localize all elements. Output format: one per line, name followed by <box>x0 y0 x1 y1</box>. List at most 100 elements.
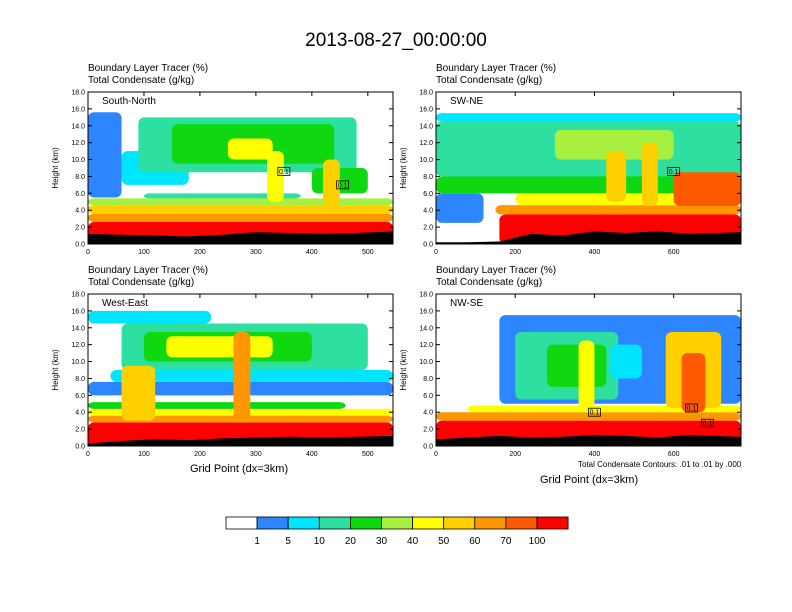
tracer-region <box>681 353 706 413</box>
colorbar-tick-label: 100 <box>528 536 546 547</box>
panel-name: West-East <box>102 298 148 309</box>
x-tick-label: 300 <box>250 451 262 458</box>
figure-title: 2013-08-27_00:00:00 <box>305 30 487 51</box>
y-tick-label: 4.0 <box>423 208 433 215</box>
panel-2-label-line1: Boundary Layer Tracer (%) <box>436 63 557 74</box>
y-tick-label: 2.0 <box>75 225 85 232</box>
panel-4-xlabel: Grid Point (dx=3km) <box>540 474 639 486</box>
y-tick-label: 14.0 <box>419 325 433 332</box>
colorbar-swatch <box>412 516 445 530</box>
panel-3-label: Boundary Layer Tracer (%) Total Condensa… <box>88 265 208 289</box>
plot-body: 0.1 0.1 0.1 <box>436 315 741 446</box>
y-axis-label: Height (km) <box>51 147 60 189</box>
tracer-region <box>233 332 251 421</box>
panel-3-label-line1: Boundary Layer Tracer (%) <box>88 265 209 276</box>
y-axis-label: Height (km) <box>51 349 60 391</box>
colorbar-swatch <box>256 516 289 530</box>
y-tick-label: 4.0 <box>75 208 85 215</box>
panel-1-label-line2: Total Condensate (g/kg) <box>88 75 195 86</box>
colorbar-swatch <box>349 516 382 530</box>
y-tick-label: 10.0 <box>71 359 85 366</box>
contour-label-box <box>336 180 350 190</box>
colorbar <box>225 516 569 530</box>
colorbar-tick-label: 5 <box>285 536 291 547</box>
x-tick-label: 200 <box>509 451 521 458</box>
y-tick-label: 8.0 <box>423 376 433 383</box>
x-tick-label: 300 <box>250 249 262 256</box>
contour-label-box <box>700 418 714 428</box>
panel-4-label: Boundary Layer Tracer (%) Total Condensa… <box>436 265 556 289</box>
tracer-region <box>673 172 741 206</box>
panel-1: 0.1 0.1 0.0 2.0 4.0 6.0 8.0 10.0 12.0 14.0 16.0 18.… <box>51 90 394 256</box>
tracer-region <box>578 340 595 413</box>
x-tick-label: 0 <box>86 451 90 458</box>
y-tick-label: 8.0 <box>75 376 85 383</box>
tracer-region <box>143 193 301 199</box>
x-tick-label: 200 <box>194 249 206 256</box>
x-tick-label: 500 <box>362 451 374 458</box>
panel-4: 0.1 0.1 0.1 0.0 2.0 4.0 6.0 8.0 10.0 12.0 14.0 16.0… <box>399 292 742 458</box>
colorbar-tick-label: 10 <box>313 536 325 547</box>
y-tick-label: 2.0 <box>423 225 433 232</box>
y-tick-label: 6.0 <box>75 393 85 400</box>
y-tick-label: 2.0 <box>423 427 433 434</box>
colorbar-tick-label: 30 <box>375 536 388 547</box>
tracer-region <box>88 310 212 324</box>
tracer-region <box>88 213 393 223</box>
y-tick-label: 8.0 <box>423 174 433 181</box>
tracer-region <box>436 176 741 194</box>
x-tick-label: 200 <box>194 451 206 458</box>
colorbar-swatch <box>443 516 476 530</box>
y-tick-label: 6.0 <box>423 191 433 198</box>
x-tick-label: 100 <box>138 451 150 458</box>
panel-name: South-North <box>102 96 156 107</box>
contour-label: 0.1 <box>590 410 600 417</box>
colorbar-tick-label: 50 <box>438 536 450 547</box>
colorbar-swatch <box>505 516 538 530</box>
tracer-region <box>495 205 741 215</box>
contour-label: 0.1 <box>669 169 679 176</box>
y-axis-label: Height (km) <box>399 349 408 391</box>
tracer-region <box>110 370 393 382</box>
y-tick-label: 4.0 <box>423 410 433 417</box>
x-tick-label: 500 <box>362 249 374 256</box>
tracer-region <box>436 193 484 223</box>
y-tick-label: 8.0 <box>75 174 85 181</box>
colorbar-tick-label: 40 <box>407 536 419 547</box>
x-tick-label: 600 <box>668 451 680 458</box>
contour-label-box <box>277 166 291 176</box>
colorbar-swatch <box>381 516 414 530</box>
x-tick-label: 400 <box>589 451 601 458</box>
x-tick-label: 0 <box>434 249 438 256</box>
colorbar-swatch <box>318 516 351 530</box>
y-tick-label: 6.0 <box>423 393 433 400</box>
y-tick-label: 10.0 <box>419 359 433 366</box>
plot-body: 0.1 <box>436 113 741 244</box>
contour-label: 0.1 <box>702 421 712 428</box>
y-tick-label: 16.0 <box>419 106 433 113</box>
plot-frame <box>87 91 394 245</box>
panel-3: 0.0 2.0 4.0 6.0 8.0 10.0 12.0 14.0 16.0 18.0 0 100 2… <box>51 292 394 458</box>
y-axis-label: Height (km) <box>399 147 408 189</box>
tracer-region <box>267 151 284 202</box>
x-tick-label: 400 <box>306 451 318 458</box>
y-tick-label: 2.0 <box>75 427 85 434</box>
panel-1-label-line1: Boundary Layer Tracer (%) <box>88 63 209 74</box>
y-tick-label: 10.0 <box>71 157 85 164</box>
colorbar-swatch <box>536 516 569 530</box>
y-tick-label: 18.0 <box>71 90 85 97</box>
x-tick-label: 600 <box>668 249 680 256</box>
y-tick-label: 12.0 <box>419 140 433 147</box>
panel-2-label: Boundary Layer Tracer (%) Total Condensa… <box>436 63 556 87</box>
y-tick-label: 18.0 <box>419 292 433 299</box>
contour-label: 0.1 <box>338 182 348 189</box>
panel-1-label: Boundary Layer Tracer (%) Total Condensa… <box>88 63 208 87</box>
tracer-region <box>546 344 607 387</box>
panel-2: 0.1 0.0 2.0 4.0 6.0 8.0 10.0 12.0 14.0 16.0 18.0 0 2… <box>399 90 742 256</box>
y-tick-label: 12.0 <box>419 342 433 349</box>
panel-3-label-line2: Total Condensate (g/kg) <box>88 277 195 288</box>
x-tick-label: 0 <box>86 249 90 256</box>
tracer-region <box>88 112 122 198</box>
contour-label-box <box>685 403 698 413</box>
